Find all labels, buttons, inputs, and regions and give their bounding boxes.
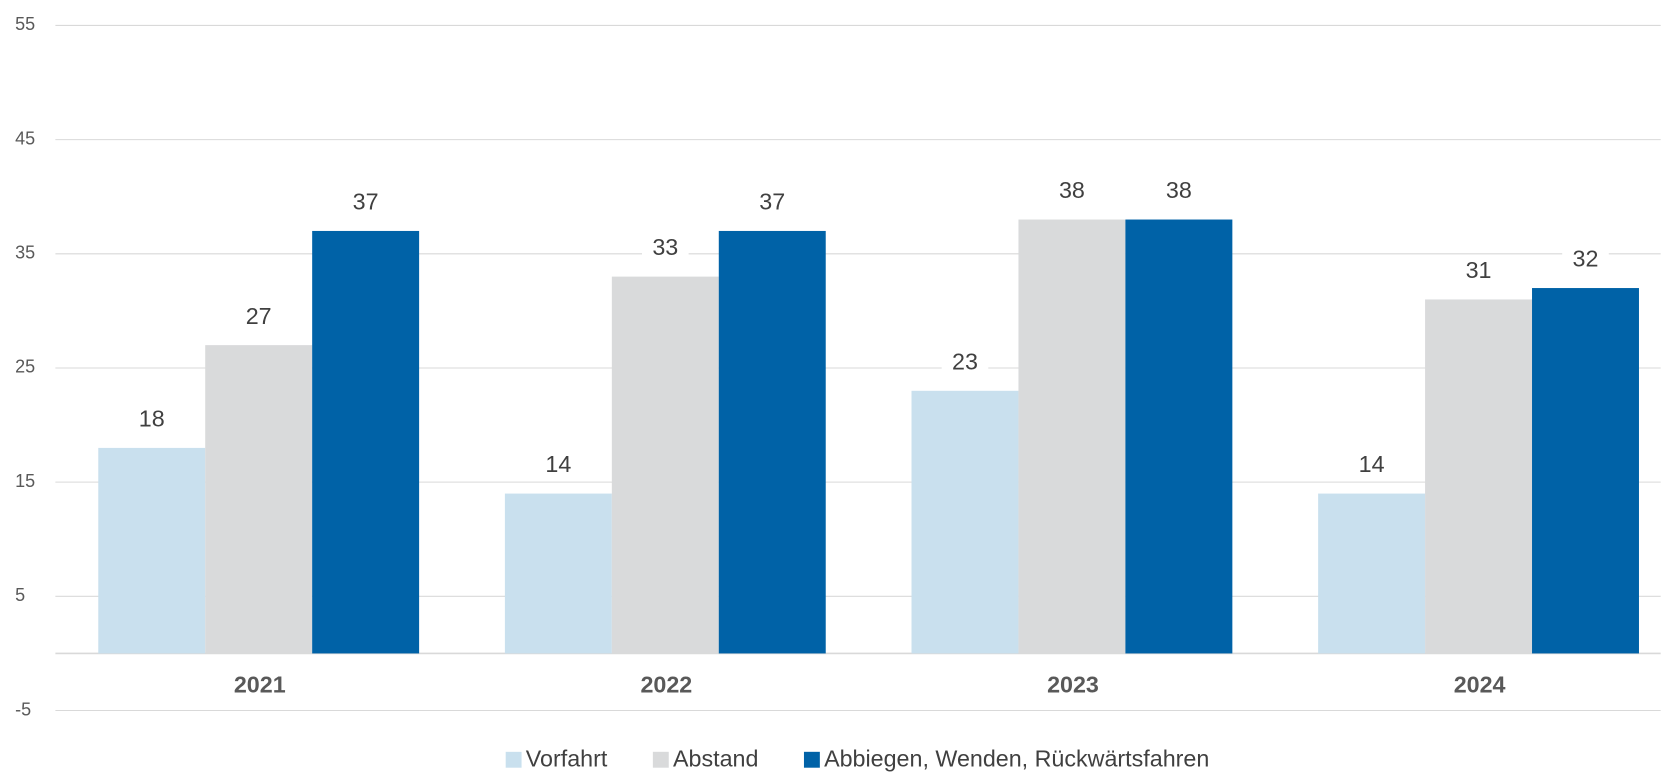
y-tick-label: 45 <box>15 128 35 148</box>
data-label-bg <box>128 405 176 436</box>
data-label: 23 <box>952 348 978 374</box>
bar <box>1018 219 1126 654</box>
data-label: 14 <box>1359 451 1385 477</box>
y-tick-label: 15 <box>15 471 35 491</box>
legend-label: Abstand <box>673 745 758 771</box>
data-label-bg <box>1455 257 1502 287</box>
x-tick-label: 2022 <box>640 671 692 697</box>
bar <box>1318 493 1426 654</box>
data-label-bg <box>342 188 389 219</box>
data-label: 18 <box>139 406 165 432</box>
y-tick-label: 55 <box>15 14 35 34</box>
data-label-bg <box>1348 451 1395 481</box>
x-tick-label: 2023 <box>1047 671 1099 697</box>
data-label: 32 <box>1573 246 1599 272</box>
legend-label: Abbiegen, Wenden, Rückwärtsfahren <box>824 745 1209 771</box>
y-tick-label: -5 <box>15 699 31 719</box>
x-tick-label: 2021 <box>234 671 286 697</box>
data-label: 27 <box>246 303 272 329</box>
data-label-bg <box>748 188 796 219</box>
data-label: 37 <box>759 189 785 215</box>
data-label: 37 <box>353 189 379 215</box>
legend-marker <box>803 751 820 768</box>
bar <box>1532 288 1639 654</box>
y-tick-label: 5 <box>15 585 25 605</box>
data-label-bg <box>1155 177 1203 207</box>
bar <box>1125 219 1233 654</box>
data-label-bg <box>235 302 282 333</box>
y-tick-label: 35 <box>15 243 35 263</box>
data-label-bg <box>642 234 689 264</box>
data-label-bg <box>1562 245 1609 276</box>
bar <box>611 276 719 654</box>
data-label: 31 <box>1466 257 1492 283</box>
data-label: 38 <box>1166 177 1192 203</box>
data-label-bg <box>941 348 989 379</box>
bar <box>1425 299 1533 654</box>
bar <box>205 345 313 654</box>
data-label: 33 <box>652 234 678 260</box>
data-label: 38 <box>1059 177 1085 203</box>
bar <box>98 447 206 654</box>
y-tick-label: 25 <box>15 357 35 377</box>
data-label-bg <box>535 451 582 481</box>
x-tick-label: 2024 <box>1454 671 1506 697</box>
bar <box>718 230 826 654</box>
data-label: 14 <box>545 451 571 477</box>
legend-marker <box>505 751 522 768</box>
bar <box>504 493 612 654</box>
bar <box>312 230 420 654</box>
legend-marker <box>652 751 669 768</box>
data-label-bg <box>1048 177 1096 207</box>
bar <box>911 390 1019 654</box>
legend-label: Vorfahrt <box>526 745 608 771</box>
